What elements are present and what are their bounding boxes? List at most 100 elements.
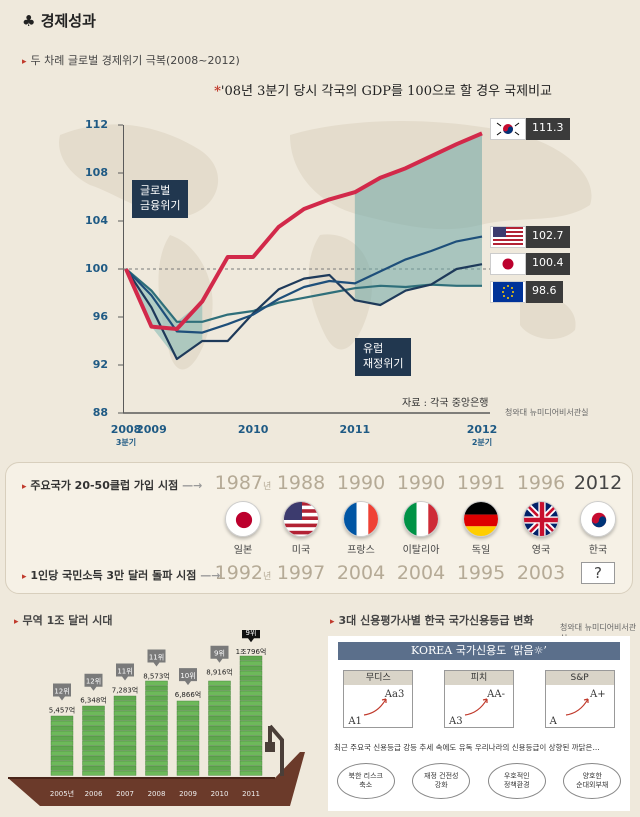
japan-flag-icon: [225, 501, 261, 537]
x-tick-sublabel: 2분기: [471, 438, 493, 447]
club-year: 1988: [276, 472, 326, 494]
money-block: [82, 720, 105, 726]
country-name: 미국: [291, 545, 311, 556]
money-block: [176, 720, 200, 726]
money-block: [82, 725, 105, 731]
rank-badge: [147, 649, 166, 667]
money-block: [239, 675, 263, 681]
money-block: [208, 715, 231, 721]
rank-label: 10위: [180, 672, 195, 680]
money-block: [176, 765, 200, 771]
money-block: [145, 745, 168, 751]
crisis1-label: 글로벌 금융위기: [132, 180, 189, 218]
korea-value: 111.3: [526, 118, 570, 140]
income-year: 2004: [396, 562, 446, 584]
year-suffix: 년: [263, 572, 272, 582]
triangle-icon: ▸: [22, 57, 27, 67]
money-block: [145, 760, 168, 766]
rating-to: AA-: [487, 689, 505, 700]
money-block: [239, 735, 263, 741]
money-block: [239, 665, 263, 671]
japan-flag-icon: [490, 253, 526, 275]
money-block: [239, 695, 263, 701]
y-tick-label: 108: [85, 166, 108, 179]
money-block: [82, 705, 105, 711]
japan-value: 100.4: [526, 253, 570, 275]
money-block: [239, 760, 263, 766]
money-block: [239, 745, 263, 751]
money-block: [208, 770, 231, 776]
income-year-unknown: ?: [581, 562, 615, 584]
money-block: [113, 715, 137, 721]
income-year: 1995: [456, 562, 506, 584]
money-block: [50, 755, 74, 761]
money-block: [176, 770, 200, 776]
money-block: [145, 755, 168, 761]
money-block: [239, 705, 263, 711]
crane-icon: [268, 724, 284, 776]
club-year: 1987년: [214, 472, 272, 494]
club-icon: ♣: [22, 12, 36, 30]
source-note: 자료 : 각국 중앙은행: [402, 398, 489, 409]
rank-label: 11위: [149, 653, 164, 661]
money-block: [113, 725, 137, 731]
label-korea: 111.3: [490, 118, 570, 140]
rating-from: A3: [448, 716, 463, 727]
rank-label: 12위: [86, 678, 101, 686]
money-block: [145, 680, 168, 686]
money-block: [82, 765, 105, 771]
euro-value: 98.6: [526, 281, 563, 303]
money-block: [113, 735, 137, 741]
trade-value-label: 7,283억: [112, 687, 138, 695]
money-block: [82, 735, 105, 741]
usa-flag-icon: [283, 501, 319, 537]
rank-badge: [53, 683, 71, 701]
money-block: [208, 705, 231, 711]
money-block: [208, 680, 231, 686]
income-year: 2004: [336, 562, 386, 584]
label-usa: 102.7: [490, 226, 570, 248]
agency-name: 피치: [444, 671, 513, 685]
money-block: [145, 720, 168, 726]
money-block: [208, 700, 231, 706]
rank-badge: [210, 645, 229, 663]
agency-card: 무디스 A1 Aa3: [343, 670, 414, 728]
money-block: [176, 745, 200, 751]
agency-card: S&P A A+: [544, 670, 615, 728]
money-block: [113, 770, 137, 776]
rating-to: Aa3: [384, 689, 405, 700]
money-block: [50, 745, 74, 751]
y-tick-label: 92: [92, 358, 108, 371]
money-block: [176, 700, 200, 706]
rating-from: A1: [348, 716, 362, 727]
rank-badge: [242, 630, 260, 643]
trade-year-label: 2006: [85, 790, 103, 798]
rank-label: 9위: [246, 630, 257, 637]
row1-label: ▸ 주요국가 20-50클럽 가입 시점 —→: [22, 479, 203, 492]
money-block: [113, 730, 137, 736]
year-suffix: 년: [263, 482, 272, 492]
rank-label: 11위: [117, 668, 132, 676]
money-block: [145, 695, 168, 701]
money-block: [239, 690, 263, 696]
trade-value-label: 1조796억: [236, 648, 267, 656]
money-block: [208, 750, 231, 756]
y-tick-label: 104: [85, 214, 108, 227]
money-block: [50, 715, 74, 721]
money-block: [176, 735, 200, 741]
label-japan: 100.4: [490, 253, 570, 275]
club-year: 1990: [396, 472, 446, 494]
country-name: 이탈리아: [402, 545, 440, 556]
usa-value: 102.7: [526, 226, 570, 248]
money-block: [176, 755, 200, 761]
money-block: [239, 700, 263, 706]
money-block: [145, 710, 168, 716]
club-year: 1991: [456, 472, 506, 494]
crisis2-label: 유럽 재정위기: [355, 338, 412, 376]
money-block: [50, 725, 74, 731]
income-year: 1992년: [214, 562, 272, 584]
y-tick-label: 112: [85, 118, 108, 131]
money-block: [113, 750, 137, 756]
trade-value-label: 6,866억: [175, 691, 201, 699]
money-block: [208, 760, 231, 766]
